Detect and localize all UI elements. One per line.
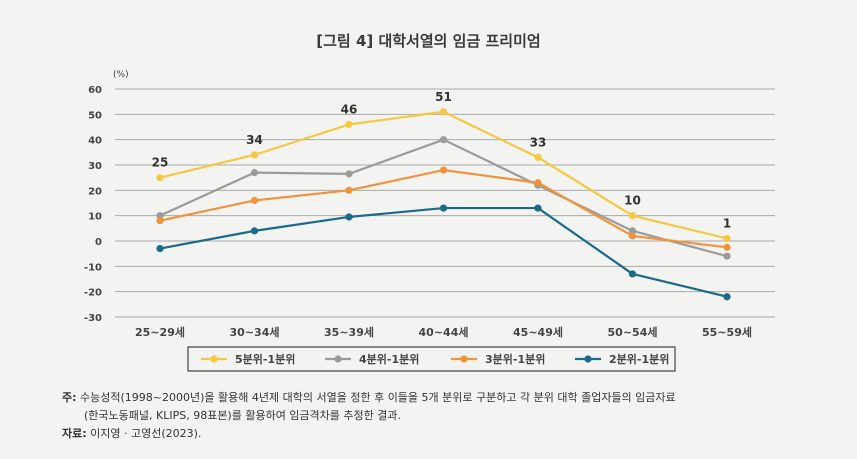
x-tick-label: 30~34세 (230, 325, 280, 339)
x-tick-label: 40~44세 (419, 325, 469, 339)
chart-title: [그림 4] 대학서열의 임금 프리미엄 (316, 32, 541, 50)
data-point (439, 166, 448, 174)
legend: 5분위-1분위 4분위-1분위 3분위-1분위 2분위-1분위 (187, 346, 676, 372)
data-point (723, 243, 731, 251)
x-tick-label: 25~29세 (135, 325, 185, 339)
data-point (345, 213, 353, 221)
y-tick-label: 0 (95, 237, 102, 248)
y-tick-label: 60 (88, 85, 102, 96)
source-text: 이지영 · 고영선(2023). (86, 427, 202, 440)
y-unit-label: (%) (113, 70, 129, 80)
legend-label: 5분위-1분위 (235, 353, 295, 366)
data-point (250, 151, 259, 159)
data-point (156, 212, 164, 220)
note-label: 주: (62, 391, 77, 404)
series-line (159, 206, 728, 298)
x-tick-label: 35~39세 (324, 325, 374, 339)
legend-swatch-marker (210, 355, 218, 363)
legend-swatch-marker (334, 355, 342, 363)
series-line (159, 110, 728, 240)
data-point (345, 170, 353, 178)
source-label: 자료: (62, 427, 87, 440)
data-point (156, 174, 164, 182)
data-label: 34 (246, 133, 263, 147)
data-point (250, 227, 259, 235)
data-label: 1 (723, 216, 731, 230)
data-point (250, 196, 259, 205)
grid-lines (115, 88, 775, 318)
data-label: 46 (341, 102, 358, 116)
legend-swatch-marker (460, 355, 468, 363)
y-tick-label: 30 (88, 161, 102, 172)
axis-labels: (%) 60 50 40 30 20 10 0 -10 -20 -30 25~29세 30~34세 35~… (84, 70, 752, 339)
x-tick-label: 55~59세 (702, 325, 752, 339)
data-point (439, 204, 448, 212)
data-point (439, 108, 448, 116)
data-point (439, 136, 448, 144)
legend-label: 3분위-1분위 (485, 353, 545, 366)
y-tick-label: 20 (88, 186, 102, 197)
data-point (345, 120, 353, 129)
data-point (628, 232, 637, 240)
legend-label: 2분위-1분위 (609, 353, 669, 366)
note-text-line2: (한국노동패널, KLIPS, 98표본)를 활용하여 임금격차를 추정한 결과… (84, 409, 402, 422)
data-point (628, 227, 637, 235)
data-point (723, 252, 731, 260)
y-tick-label: 50 (88, 110, 102, 121)
y-tick-label: 40 (88, 136, 102, 147)
data-point (345, 186, 353, 194)
data-point (156, 245, 164, 253)
y-tick-label: -30 (84, 313, 102, 324)
data-label: 10 (624, 194, 641, 208)
y-tick-label: -10 (84, 262, 102, 273)
data-point (534, 179, 542, 187)
data-label: 33 (530, 135, 547, 149)
legend-swatch-marker (584, 355, 592, 363)
data-point (534, 153, 542, 161)
note-row-2: (한국노동패널, KLIPS, 98표본)를 활용하여 임금격차를 추정한 결과… (62, 407, 842, 425)
data-point (534, 204, 542, 212)
x-tick-label: 45~49세 (513, 325, 563, 339)
data-point (723, 293, 731, 301)
data-point (156, 217, 164, 225)
y-tick-label: 10 (88, 212, 102, 223)
data-point (628, 212, 637, 220)
source-row: 자료: 이지영 · 고영선(2023). (62, 425, 842, 443)
data-label: 25 (152, 156, 169, 170)
y-tick-label: -20 (84, 288, 102, 299)
x-tick-label: 50~54세 (608, 325, 658, 339)
data-point (628, 270, 637, 278)
data-labels: 25 34 46 51 33 10 1 (152, 90, 732, 231)
data-point (250, 169, 259, 177)
chart-notes: 주: 수능성적(1998~2000년)을 활용해 4년제 대학의 서열을 정한 … (62, 389, 842, 443)
note-text-line1: 수능성적(1998~2000년)을 활용해 4년제 대학의 서열을 정한 후 이… (76, 391, 676, 404)
series-lines (156, 108, 731, 301)
data-point (723, 234, 731, 243)
data-label: 51 (435, 90, 452, 104)
legend-label: 4분위-1분위 (359, 353, 419, 366)
note-row-1: 주: 수능성적(1998~2000년)을 활용해 4년제 대학의 서열을 정한 … (62, 389, 842, 407)
